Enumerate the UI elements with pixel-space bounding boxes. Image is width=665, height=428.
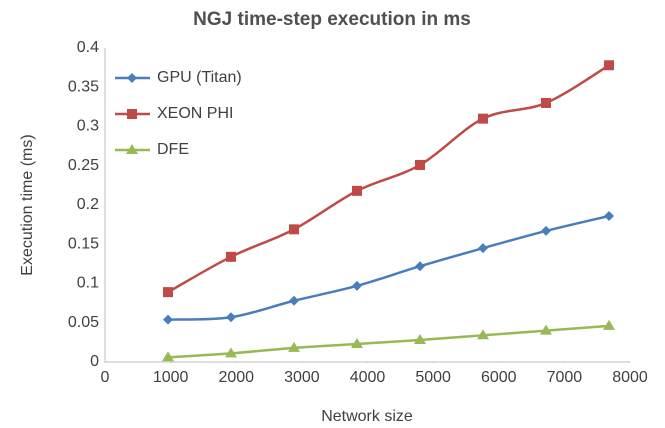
legend-label: XEON PHI <box>157 105 233 122</box>
legend-label: GPU (Titan) <box>157 69 242 86</box>
legend-label: DFE <box>157 141 189 158</box>
x-tick-label: 4000 <box>350 369 386 386</box>
marker <box>415 159 425 170</box>
marker <box>477 329 489 340</box>
marker <box>604 60 614 71</box>
y-tick-label: 0.35 <box>68 78 99 95</box>
x-tick-label: 2000 <box>218 369 254 386</box>
marker <box>604 210 614 221</box>
marker <box>540 324 552 335</box>
y-tick-label: 0.1 <box>77 275 99 292</box>
series-line <box>167 214 610 321</box>
y-tick-label: 0.25 <box>68 157 99 174</box>
marker <box>162 351 174 362</box>
chart-title: NGJ time-step execution in ms <box>193 9 471 30</box>
y-tick-label: 0.3 <box>77 118 99 135</box>
marker <box>352 185 362 196</box>
x-tick-label: 6000 <box>481 369 517 386</box>
marker <box>414 334 426 345</box>
marker <box>163 314 173 325</box>
legend-marker <box>126 144 138 154</box>
series-line <box>167 324 610 359</box>
y-tick-label: 0.15 <box>68 235 99 252</box>
legend-marker <box>127 109 137 119</box>
y-tick-label: 0.4 <box>77 39 99 56</box>
x-axis-label: Network size <box>321 408 413 425</box>
legend-marker <box>127 73 137 83</box>
y-tick-label: 0.2 <box>77 196 99 213</box>
x-tick-label: 0 <box>101 369 110 386</box>
marker <box>225 347 237 358</box>
marker <box>163 287 173 298</box>
y-tick-label: 0.05 <box>68 314 99 331</box>
x-tick-label: 7000 <box>547 369 583 386</box>
marker <box>289 224 299 235</box>
marker <box>478 243 488 254</box>
marker <box>541 225 551 236</box>
y-axis-label: Execution time (ms) <box>19 134 36 275</box>
x-tick-label: 3000 <box>284 369 320 386</box>
marker <box>288 341 300 352</box>
marker <box>415 261 425 272</box>
marker <box>351 337 363 348</box>
x-tick-label: 8000 <box>612 369 648 386</box>
x-tick-label: 5000 <box>415 369 451 386</box>
x-tick-label: 1000 <box>153 369 189 386</box>
marker <box>352 280 362 291</box>
marker <box>226 251 236 262</box>
marker <box>541 97 551 108</box>
marker <box>226 312 236 323</box>
series-line <box>167 64 610 294</box>
marker <box>289 295 299 306</box>
marker <box>478 113 488 124</box>
y-tick-label: 0 <box>90 353 99 370</box>
marker <box>603 319 615 330</box>
